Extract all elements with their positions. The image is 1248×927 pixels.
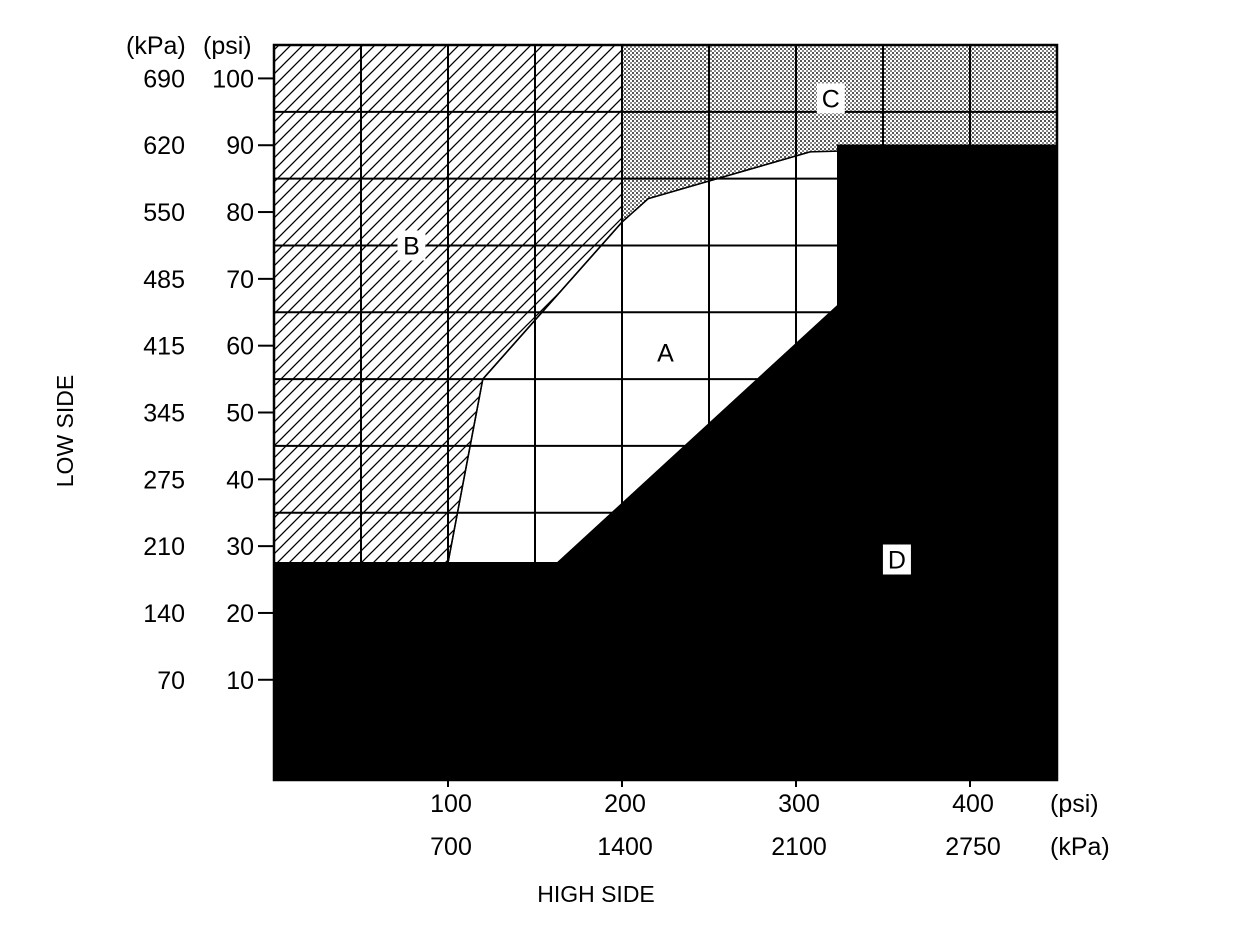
y-tick-label-psi: 90 [226, 132, 254, 160]
y-tick-label-kpa: 345 [143, 400, 185, 428]
y-tick-label-psi: 70 [226, 266, 254, 294]
region-label-bg [816, 83, 845, 114]
region-label-b: B [403, 232, 420, 260]
y-tick-label-psi: 30 [226, 533, 254, 561]
y-tick-label-kpa: 70 [157, 667, 185, 695]
x-tick-label-psi: 100 [430, 790, 472, 818]
y-tick-label-kpa: 415 [143, 333, 185, 361]
region-label-bg [882, 544, 911, 575]
y-tick-label-kpa: 485 [143, 266, 185, 294]
x-axis-title: HIGH SIDE [537, 881, 655, 907]
y-tick-label-psi: 80 [226, 199, 254, 227]
x-unit-kpa: (kPa) [1050, 833, 1110, 861]
y-tick-label-kpa: 210 [143, 533, 185, 561]
x-tick-label-psi: 400 [952, 790, 994, 818]
x-tick-label-kpa: 1400 [597, 833, 653, 861]
y-tick-label-kpa: 690 [143, 65, 185, 93]
y-tick-label-psi: 40 [226, 466, 254, 494]
y-tick-label-psi: 100 [212, 65, 254, 93]
x-tick-label-kpa: 2100 [771, 833, 827, 861]
region-label-a: A [657, 339, 674, 367]
y-tick-label-psi: 10 [226, 667, 254, 695]
y-tick-label-kpa: 275 [143, 466, 185, 494]
region-labels-layer: A B C D [397, 83, 911, 575]
ticks-layer: 10 70 20 140 30 210 40 275 50 345 60 415 70 485 80 550 9… [143, 65, 1001, 861]
x-tick-label-psi: 200 [604, 790, 646, 818]
x-unit-psi: (psi) [1050, 790, 1099, 818]
x-tick-label-psi: 300 [778, 790, 820, 818]
y-unit-kpa: (kPa) [126, 32, 186, 60]
region-label-d: D [888, 547, 906, 575]
y-tick-label-kpa: 550 [143, 199, 185, 227]
y-tick-label-psi: 50 [226, 400, 254, 428]
region-label-c: C [822, 85, 840, 113]
y-tick-label-psi: 60 [226, 333, 254, 361]
x-tick-label-kpa: 2750 [945, 833, 1001, 861]
y-unit-psi: (psi) [203, 32, 252, 60]
x-tick-label-kpa: 700 [430, 833, 472, 861]
y-tick-label-kpa: 140 [143, 600, 185, 628]
y-axis-title: LOW SIDE [52, 375, 78, 487]
y-tick-label-kpa: 620 [143, 132, 185, 160]
region-label-bg [397, 230, 426, 261]
y-tick-label-psi: 20 [226, 600, 254, 628]
